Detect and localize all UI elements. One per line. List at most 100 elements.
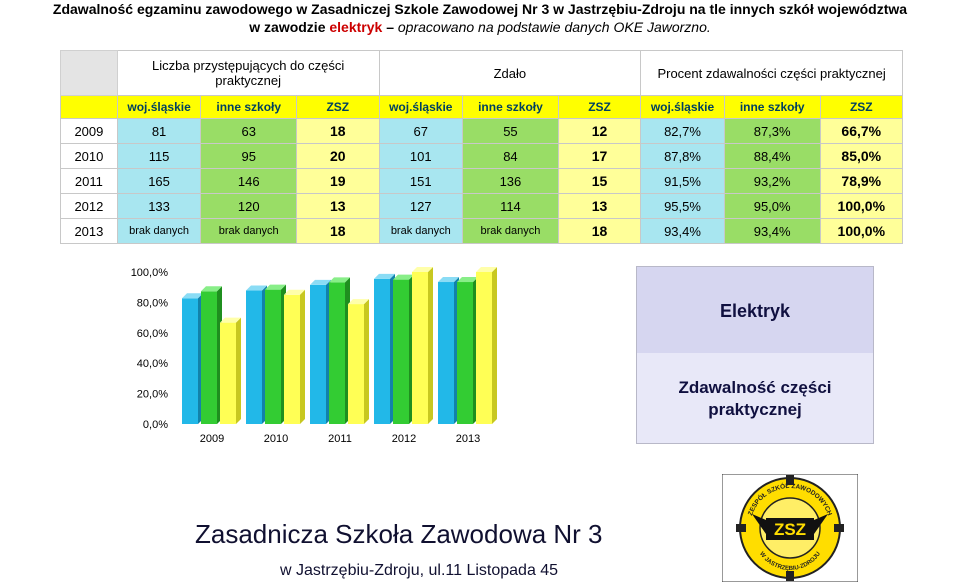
- table-row: 2012 133 120 13 127 114 13 95,5% 95,0% 100,0%: [60, 193, 904, 219]
- title-highlight: elektryk: [329, 19, 383, 35]
- y-tick-label: 80,0%: [137, 297, 168, 309]
- bar-2011-series-2: [348, 299, 369, 424]
- table-cell: 95,0%: [723, 193, 821, 219]
- table-row: 2009 81 63 18 67 55 12 82,7% 87,3% 66,7%: [60, 118, 904, 144]
- title-line2-prefix: w zawodzie: [249, 19, 330, 35]
- table-cell: 127: [378, 193, 464, 219]
- year-cell: 2010: [60, 143, 118, 169]
- year-cell: 2013: [60, 218, 118, 244]
- bar-2013-series-2: [476, 267, 497, 424]
- group-header: Procent zdawalności części praktycznej: [640, 50, 903, 96]
- bar-side: [364, 299, 369, 424]
- table-cell: 55: [462, 118, 559, 144]
- subheader: inne szkoły: [200, 95, 298, 119]
- table-cell: 13: [296, 193, 380, 219]
- year-cell: 2012: [60, 193, 118, 219]
- bar-top: [457, 277, 478, 283]
- y-tick-label: 40,0%: [137, 358, 168, 370]
- table-cell: 91,5%: [640, 168, 725, 194]
- table-cell: 66,7%: [819, 118, 904, 144]
- bar-front: [476, 272, 492, 424]
- table-cell: 133: [116, 193, 202, 219]
- table-cell: 120: [200, 193, 298, 219]
- bar-front: [329, 282, 345, 424]
- year-cell: 2011: [60, 168, 118, 194]
- table-cell: brak danych: [116, 218, 202, 244]
- bar-top: [220, 317, 241, 323]
- bar-top: [284, 289, 305, 295]
- title-line2-suffix: –: [382, 19, 398, 35]
- bar-top: [374, 273, 395, 279]
- bar-front: [265, 289, 281, 424]
- info-box-upper: [637, 267, 873, 353]
- results-table: Liczba przystępujących do części praktyc…: [60, 50, 904, 244]
- x-tick-label: 2010: [264, 433, 288, 445]
- bar-2010-series-2: [284, 289, 305, 424]
- y-tick-label: 0,0%: [143, 419, 168, 431]
- bar-front: [220, 322, 236, 424]
- profession-label: Elektryk: [719, 301, 791, 321]
- table-cell: 20: [296, 143, 380, 169]
- table-cell: 12: [557, 118, 642, 144]
- bar-front: [310, 284, 326, 424]
- bar-top: [412, 267, 433, 272]
- bar-top: [182, 293, 203, 299]
- bar-side: [428, 267, 433, 424]
- table-corner: [60, 95, 118, 119]
- table-cell: brak danych: [378, 218, 464, 244]
- table-cell: 78,9%: [819, 168, 904, 194]
- table-cell: 114: [462, 193, 559, 219]
- bar-front: [284, 294, 300, 424]
- bar-front: [457, 282, 473, 424]
- table-cell: 101: [378, 143, 464, 169]
- bar-top: [348, 299, 369, 305]
- subheader: inne szkoły: [462, 95, 559, 119]
- bar-top: [310, 279, 331, 285]
- table-cell: 151: [378, 168, 464, 194]
- table-cell: brak danych: [462, 218, 559, 244]
- school-name: Zasadnicza Szkoła Zawodowa Nr 3: [195, 519, 603, 549]
- bar-2013-series-1: [457, 277, 478, 424]
- bar-front: [201, 291, 217, 424]
- table-cell: 93,4%: [723, 218, 821, 244]
- table-cell: 93,2%: [723, 168, 821, 194]
- bar-top: [438, 277, 459, 283]
- bar-top: [265, 284, 286, 290]
- page-title: Zdawalność egzaminu zawodowego w Zasadni…: [0, 0, 960, 36]
- bar-side: [492, 267, 497, 424]
- table-row: 2013 brak danych brak danych 18 brak danych b…: [60, 218, 904, 244]
- table-cell: 165: [116, 168, 202, 194]
- bar-front: [412, 272, 428, 424]
- subheader: woj.śląskie: [116, 95, 202, 119]
- table-cell: 18: [557, 218, 642, 244]
- bar-2012-series-2: [412, 267, 433, 424]
- bar-2009-series-2: [220, 317, 241, 424]
- school-logo: ZSZ ZESPÓŁ SZKÓŁ ZAWODOWYCH W JASTRZĘBIU…: [721, 473, 859, 583]
- bar-2009-series-0: [182, 293, 203, 424]
- y-tick-label: 100,0%: [131, 267, 169, 279]
- table-row: 2010 115 95 20 101 84 17 87,8% 88,4% 85,0%: [60, 143, 904, 169]
- table-cell: 115: [116, 143, 202, 169]
- bar-2012-series-0: [374, 273, 395, 424]
- bar-front: [348, 304, 364, 424]
- table-cell: 15: [557, 168, 642, 194]
- table-cell: 67: [378, 118, 464, 144]
- x-tick-label: 2009: [200, 433, 224, 445]
- table-cell: 146: [200, 168, 298, 194]
- x-tick-label: 2011: [328, 433, 352, 445]
- table-cell: 85,0%: [819, 143, 904, 169]
- x-tick-label: 2013: [456, 433, 480, 445]
- bar-top: [476, 267, 497, 272]
- school-address: w Jastrzębiu-Zdroju, ul.11 Listopada 45: [280, 562, 559, 579]
- table-cell: 19: [296, 168, 380, 194]
- logo-svg: ZSZ ZESPÓŁ SZKÓŁ ZAWODOWYCH W JASTRZĘBIU…: [721, 473, 859, 583]
- bar-side: [300, 289, 305, 424]
- bar-2013-series-0: [438, 277, 459, 424]
- bar-2011-series-1: [329, 277, 350, 424]
- bar-2011-series-0: [310, 279, 331, 424]
- group-header-row: Liczba przystępujących do części praktyc…: [60, 50, 903, 96]
- y-tick-label: 60,0%: [137, 328, 168, 340]
- subheader: ZSZ: [296, 95, 380, 119]
- table-cell: 136: [462, 168, 559, 194]
- bar-2010-series-1: [265, 284, 286, 424]
